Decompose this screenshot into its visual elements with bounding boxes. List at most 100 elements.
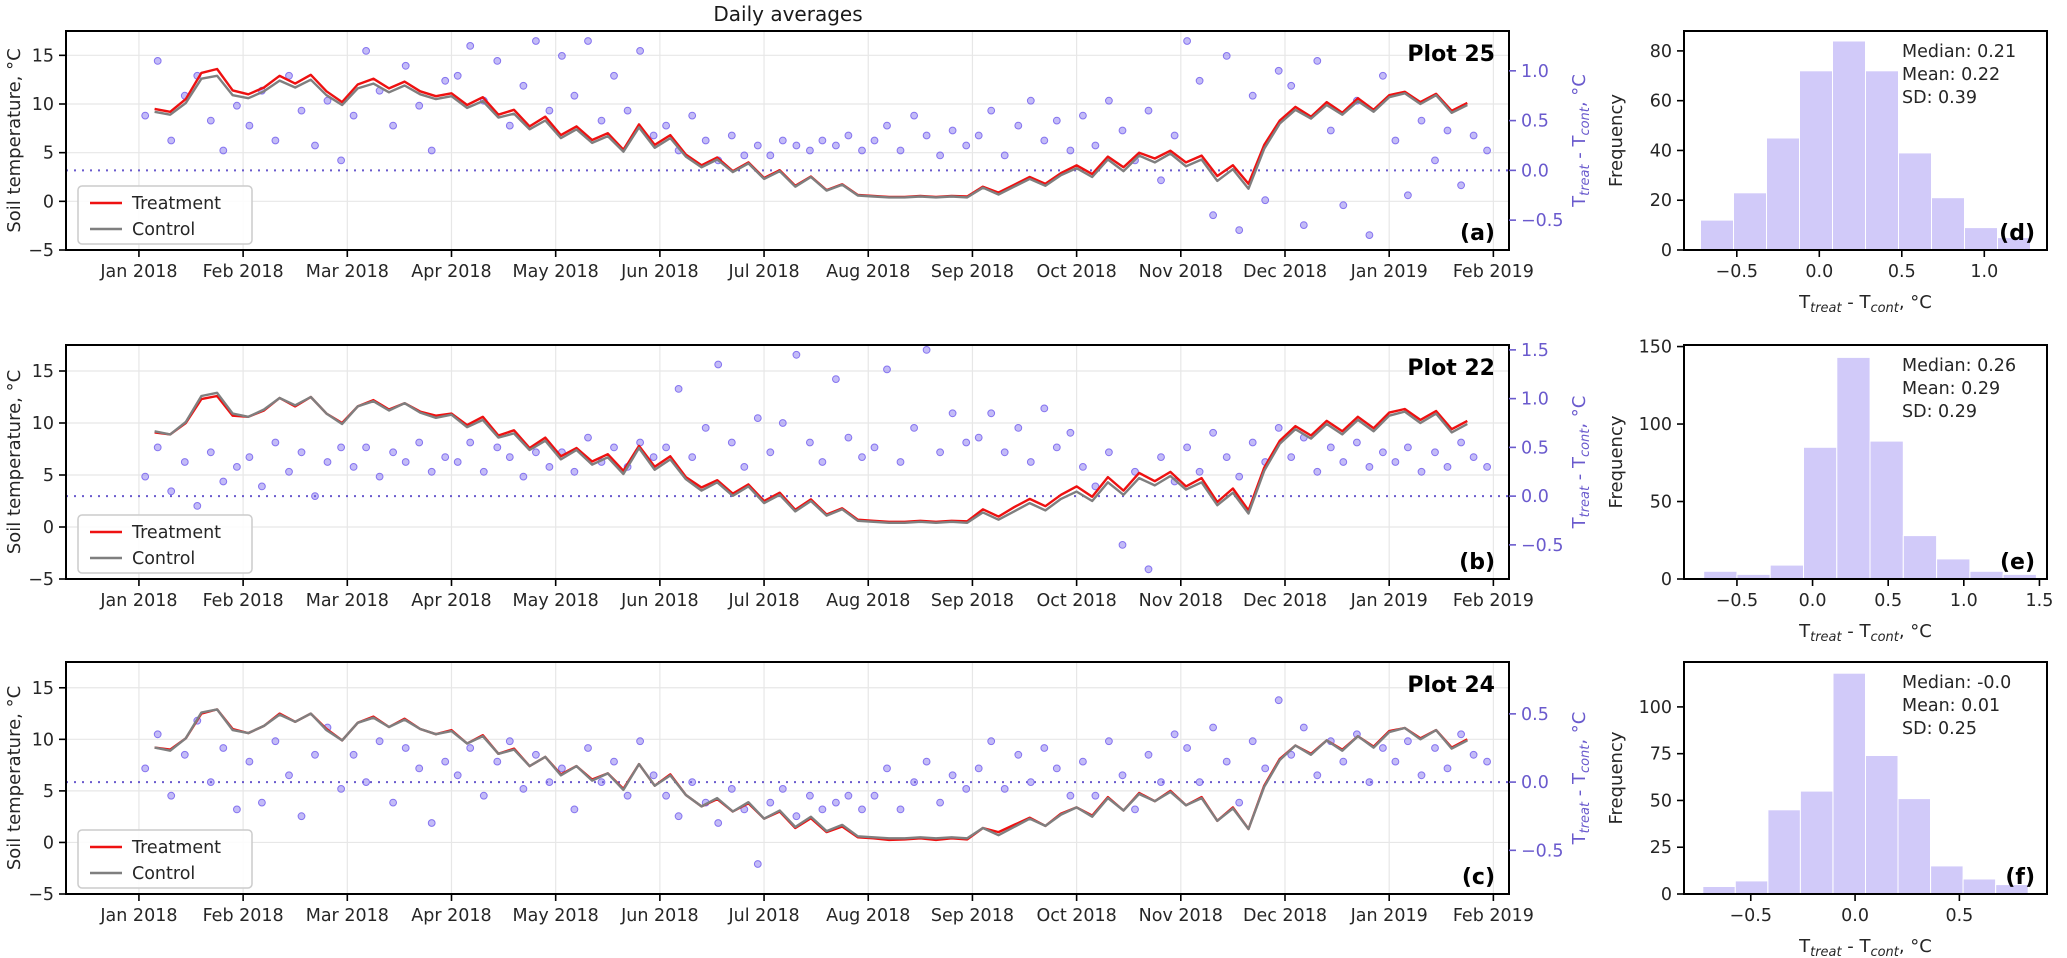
diff-point <box>806 791 814 800</box>
diff-point <box>180 750 189 759</box>
stats-line: Median: -0.0 <box>1902 673 2011 693</box>
diff-point <box>349 463 358 471</box>
x-tick-label: Sep 2018 <box>931 262 1014 282</box>
diff-point <box>1052 764 1061 773</box>
diff-point <box>1222 453 1231 462</box>
diff-point <box>987 737 996 746</box>
diff-point <box>245 121 254 130</box>
diff-point <box>1183 443 1191 452</box>
diff-scatter <box>141 37 1491 240</box>
diff-point <box>1391 458 1400 466</box>
control-line <box>154 74 1468 199</box>
diff-point <box>1014 121 1023 130</box>
diff-point <box>206 778 215 786</box>
diff-point <box>1235 226 1244 235</box>
x-tick-label: Dec 2018 <box>1243 906 1327 926</box>
diff-point <box>636 47 644 55</box>
diff-point <box>441 76 450 85</box>
panel-d: −0.5 0.0 0.5 1.0 0 20 40 60 80 Frequency Ttreat - … <box>1606 30 2048 316</box>
diff-point <box>858 805 866 814</box>
y-tick-label: 80 <box>1650 42 1672 62</box>
diff-point <box>1431 448 1439 457</box>
diff-point <box>818 805 827 814</box>
y-tick-label: −5 <box>28 241 54 261</box>
diff-point <box>493 757 502 766</box>
y-tick-label: 15 <box>32 46 54 66</box>
diff-point <box>1157 453 1165 462</box>
x-tick-label: May 2018 <box>513 906 599 926</box>
y-tick-label: 10 <box>32 730 54 750</box>
diff-point <box>792 141 801 150</box>
diff-point <box>649 131 658 140</box>
diff-point <box>375 472 384 481</box>
diff-point <box>1457 730 1465 739</box>
stats-line: Median: 0.26 <box>1902 356 2016 376</box>
diff-point <box>1144 106 1153 115</box>
diff-point <box>493 57 502 65</box>
hist-bar <box>1734 880 1769 895</box>
diff-point <box>636 737 644 746</box>
panel-letter: (b) <box>1459 550 1495 575</box>
diff-point <box>1353 438 1361 447</box>
hist-bar <box>1902 535 1938 580</box>
diff-point <box>662 443 670 452</box>
diff-point <box>1365 778 1374 786</box>
diff-point <box>936 798 944 807</box>
diff-point <box>297 448 306 457</box>
panel-e: −0.5 0.0 0.5 1.0 1.5 0 50 100 150 Frequency Ttreat… <box>1606 338 2053 645</box>
diff-point <box>1365 231 1374 240</box>
diff-point <box>323 458 332 466</box>
diff-point <box>1157 176 1165 185</box>
diff-point <box>1014 424 1023 432</box>
diff-point <box>688 111 697 120</box>
x-tick-label: 0.5 <box>1888 262 1916 282</box>
diff-point <box>1105 448 1113 457</box>
diff-point <box>427 467 436 476</box>
hist-bar <box>1803 446 1838 580</box>
diff-point <box>1287 453 1296 462</box>
diff-point <box>688 778 697 786</box>
diff-point <box>766 151 775 160</box>
x-tick-label: Sep 2018 <box>931 906 1014 926</box>
hist-bar <box>1769 564 1804 580</box>
diff-point <box>1379 744 1387 752</box>
y-axis-label: Soil temperature, °C <box>4 370 25 554</box>
diff-point <box>1339 757 1348 766</box>
diff-point <box>297 106 306 115</box>
right-tick-label: −0.5 <box>1521 841 1564 861</box>
diff-point <box>1014 750 1023 759</box>
x-tick-label: Jan 2019 <box>1350 262 1428 282</box>
diff-point <box>219 744 228 752</box>
diff-point <box>362 443 371 452</box>
y-tick-label: 15 <box>32 679 54 699</box>
x-tick-label: Feb 2018 <box>203 906 284 926</box>
diff-point <box>1091 482 1100 491</box>
diff-point <box>1052 443 1061 452</box>
diff-point <box>806 146 814 155</box>
diff-point <box>141 111 150 120</box>
x-tick-label: 1.0 <box>1950 591 1978 611</box>
hist-bar <box>1898 152 1932 251</box>
legend: Treatment Control <box>77 829 253 889</box>
hist-bar <box>1897 798 1931 895</box>
diff-point <box>558 52 566 60</box>
y-axis-label: Soil temperature, °C <box>4 48 25 232</box>
right-tick-label: 0.0 <box>1521 487 1549 507</box>
diff-point <box>1105 96 1113 105</box>
diff-point <box>753 414 762 423</box>
diff-point <box>778 136 787 145</box>
diff-point <box>233 463 241 471</box>
x-tick-label: 0.5 <box>1874 591 1902 611</box>
y-tick-label: 75 <box>1650 745 1672 765</box>
right-axis-label: Ttreat - Tcont, °C <box>1569 712 1593 846</box>
diff-point <box>1000 151 1009 160</box>
hist-bar <box>1799 790 1834 895</box>
y-axis-label: Frequency <box>1606 415 1627 508</box>
diff-point <box>766 798 775 807</box>
right-axis-label: Ttreat - Tcont, °C <box>1569 396 1593 530</box>
diff-point <box>466 744 475 752</box>
diff-point <box>323 96 332 105</box>
diff-point <box>910 111 918 120</box>
diff-point <box>818 458 827 466</box>
